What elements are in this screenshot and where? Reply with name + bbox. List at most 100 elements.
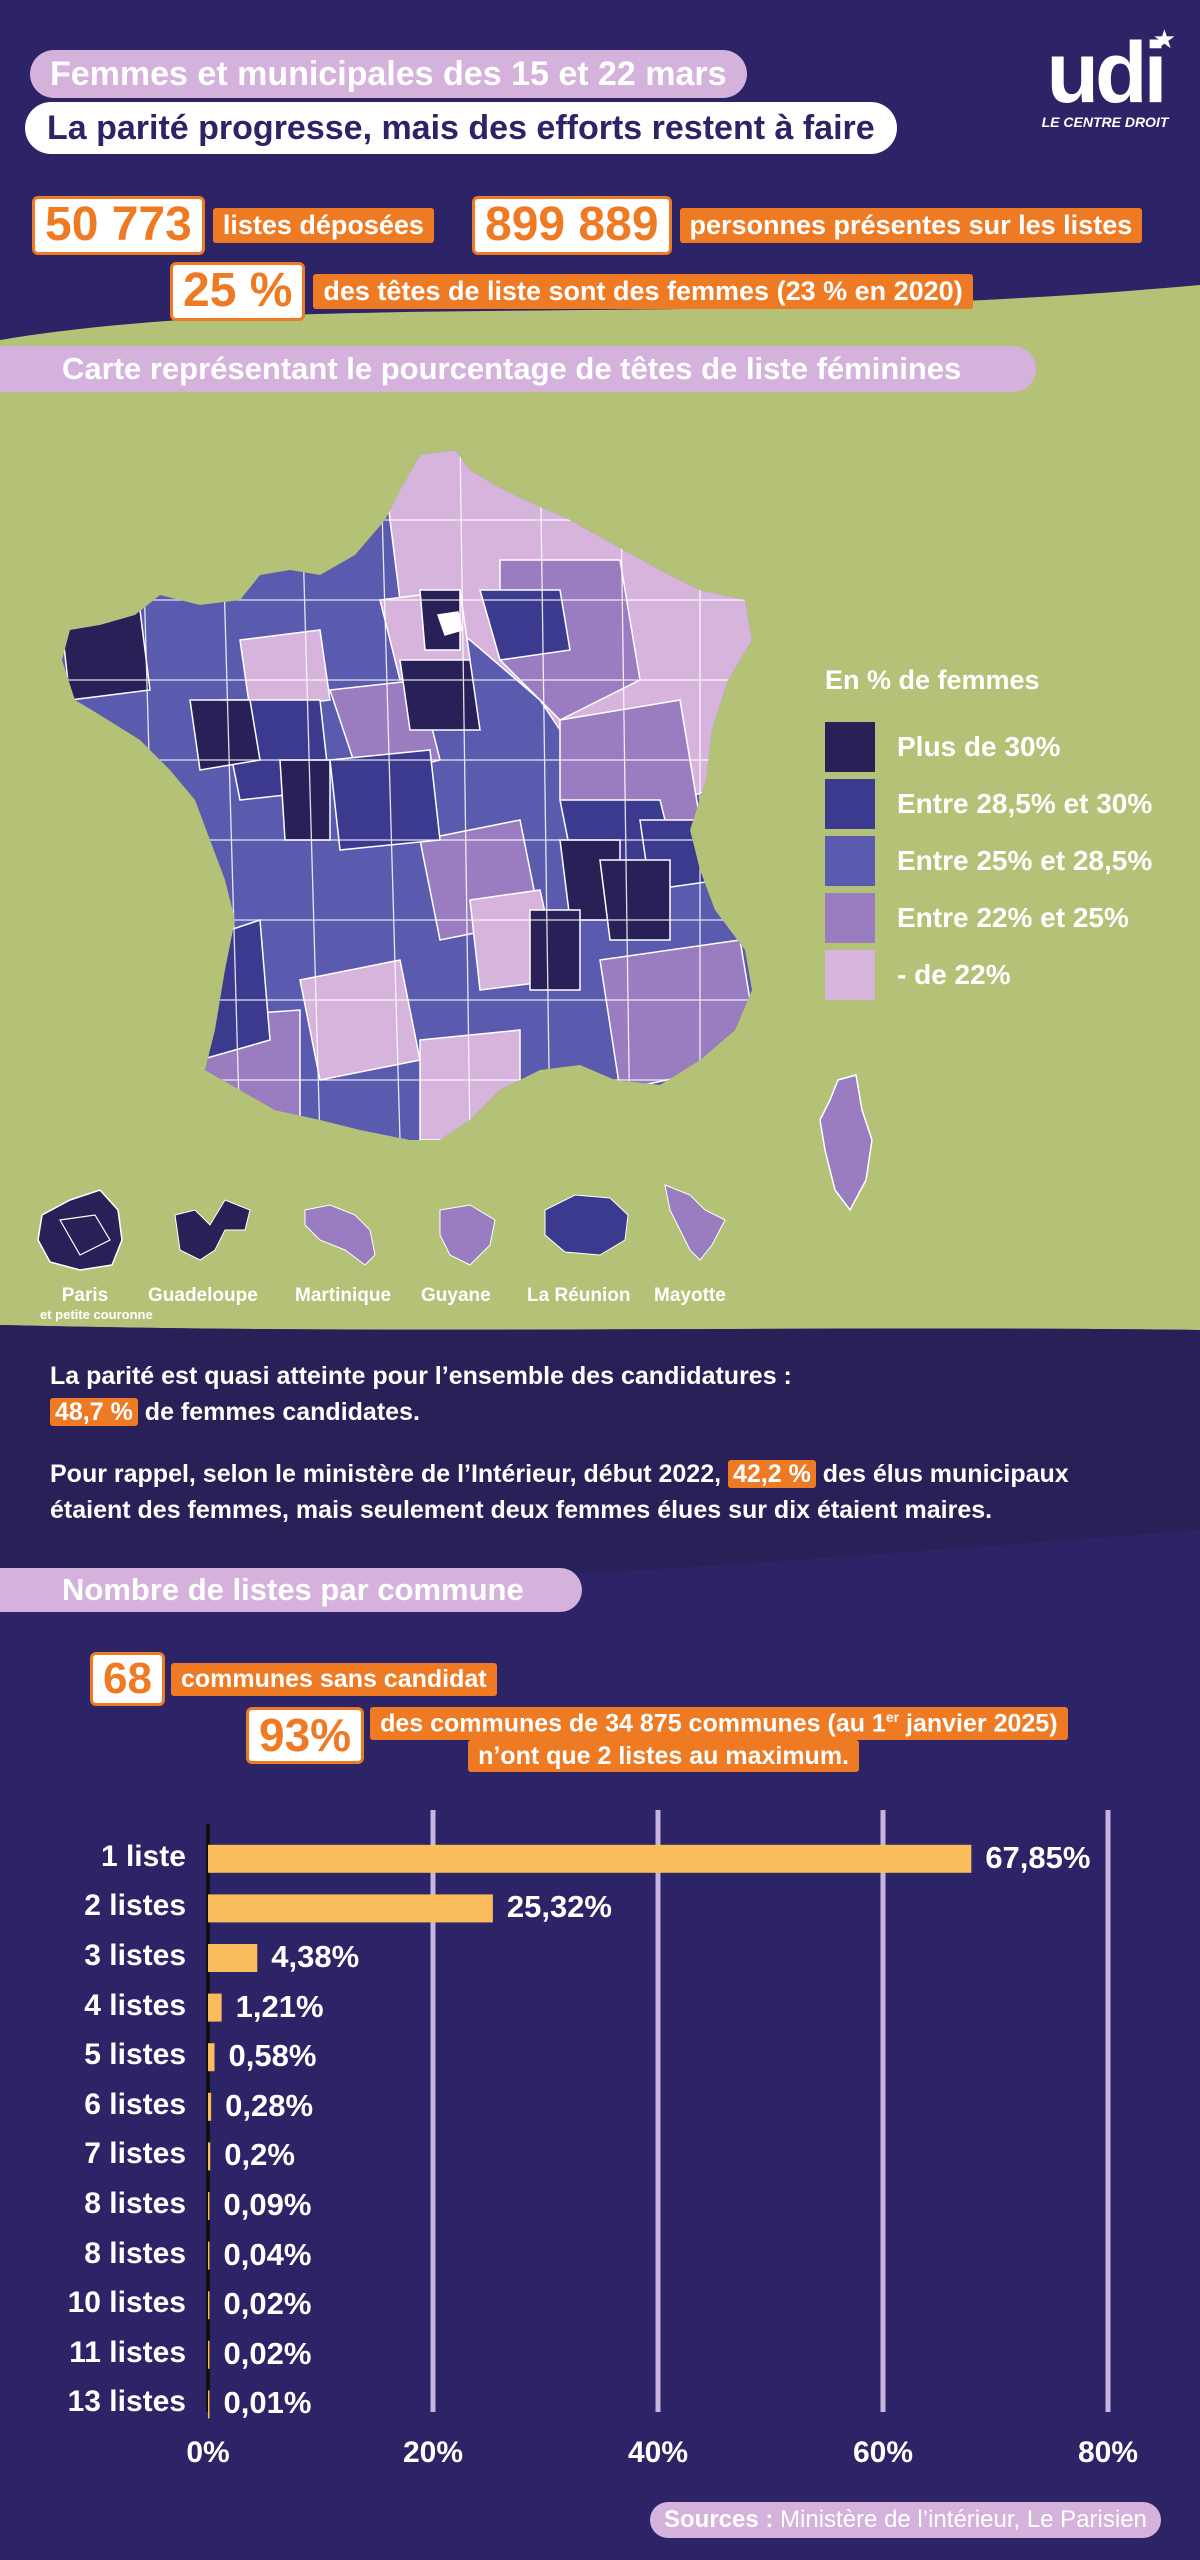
- max2-label-line1: des communes de 34 875 communes (au 1er …: [370, 1707, 1068, 1741]
- legend-title: En % de femmes: [825, 665, 1040, 695]
- info-block: La parité est quasi atteinte pour l’ense…: [50, 1358, 1069, 1528]
- territory-paris-sublabel: et petite couronne: [40, 1307, 153, 1322]
- category-label: 10 listes: [67, 2286, 186, 2320]
- france-map: [62, 450, 873, 1212]
- territory-guadeloupe: Guadeloupe: [148, 1285, 258, 1306]
- bar: [208, 1993, 222, 2022]
- bar: [208, 2390, 210, 2419]
- info-line-3-pre: Pour rappel, selon le ministère de l’Int…: [50, 1460, 722, 1488]
- heads-number: 25 %: [170, 262, 306, 321]
- category-label: 8 listes: [84, 2236, 186, 2270]
- max2-label-pre: des communes de 34 875 communes (au 1: [380, 1709, 886, 1738]
- people-label: personnes présentes sur les listes: [679, 207, 1143, 243]
- category-label: 7 listes: [84, 2137, 186, 2171]
- value-label: 67,85%: [985, 1839, 1091, 1875]
- x-tick-label: 0%: [186, 2436, 230, 2469]
- legend-label: Plus de 30%: [897, 730, 1061, 762]
- max2-number: 93%: [246, 1707, 365, 1764]
- no-candidate-number: 68: [90, 1652, 165, 1707]
- x-tick-label: 40%: [627, 2436, 689, 2469]
- map-section-title: Carte représentant le pourcentage de têt…: [0, 346, 1036, 392]
- sources-text: Ministère de l’intérieur, Le Parisien: [773, 2506, 1147, 2533]
- value-label: 25,32%: [506, 1889, 612, 1925]
- bar: [208, 2192, 210, 2220]
- info-line-2: 48,7 % de femmes candidates.: [50, 1394, 1069, 1430]
- category-label: 4 listes: [84, 1988, 186, 2022]
- elected-pct: 42,2 %: [728, 1460, 816, 1488]
- value-label: 1,21%: [235, 1988, 324, 2024]
- heads-label: des têtes de liste sont des femmes (23 %…: [313, 273, 973, 309]
- value-label: 0,01%: [223, 2385, 312, 2421]
- info-line-3-post: des élus municipaux: [822, 1460, 1069, 1488]
- bar: [208, 1944, 258, 1972]
- legend-label: Entre 25% et 28,5%: [897, 844, 1153, 876]
- value-label: 0,28%: [225, 2087, 314, 2123]
- territory-paris: Paris et petite couronne: [40, 1285, 153, 1322]
- legend-swatch: [825, 721, 875, 772]
- x-tick-label: 20%: [402, 2436, 464, 2469]
- lists-number: 50 773: [32, 196, 205, 255]
- logo-word: udi: [1046, 25, 1168, 121]
- people-number: 899 889: [472, 196, 672, 255]
- candidates-label: de femmes candidates.: [144, 1398, 420, 1426]
- legend-swatch: [825, 835, 875, 886]
- legend-label: Entre 28,5% et 30%: [897, 787, 1153, 819]
- territory-paris-label: Paris: [61, 1285, 109, 1306]
- x-tick-label: 60%: [852, 2436, 914, 2469]
- legend-item: Entre 22% et 25%: [825, 889, 1152, 946]
- value-label: 0,58%: [228, 2038, 317, 2074]
- category-label: 2 listes: [84, 1889, 186, 1923]
- legend-swatch: [825, 778, 875, 829]
- category-label: 13 listes: [67, 2385, 186, 2419]
- category-label: 1 liste: [100, 1839, 186, 1873]
- legend-item: Entre 28,5% et 30%: [825, 775, 1152, 832]
- territory-mayotte: Mayotte: [654, 1285, 726, 1306]
- no-candidate-label: communes sans candidat: [170, 1662, 497, 1696]
- stat-no-candidate: 68 communes sans candidat: [90, 1652, 497, 1707]
- legend-swatch: [825, 949, 875, 1000]
- value-label: 0,04%: [223, 2236, 312, 2272]
- value-label: 0,2%: [224, 2137, 295, 2173]
- max2-label-sup: er: [885, 1709, 900, 1725]
- lists-section-title: Nombre de listes par commune: [0, 1568, 582, 1612]
- bar: [208, 2142, 211, 2171]
- sources-label: Sources :: [664, 2506, 774, 2533]
- lists-label: listes déposées: [212, 207, 434, 243]
- max2-label-post: janvier 2025): [899, 1709, 1058, 1738]
- value-label: 0,02%: [223, 2286, 312, 2322]
- territory-guyane: Guyane: [421, 1285, 491, 1306]
- bar: [208, 1894, 493, 1923]
- bar: [208, 2291, 210, 2320]
- x-tick-label: 80%: [1077, 2436, 1139, 2469]
- stat-people: 899 889 personnes présentes sur les list…: [472, 196, 1143, 255]
- category-label: 11 listes: [69, 2335, 186, 2369]
- max2-label: des communes de 34 875 communes (au 1er …: [370, 1707, 1068, 1773]
- info-line-1: La parité est quasi atteinte pour l’ense…: [50, 1362, 792, 1390]
- header-title: Femmes et municipales des 15 et 22 mars: [30, 50, 747, 98]
- candidates-pct: 48,7 %: [50, 1398, 138, 1426]
- territories: [37, 1184, 726, 1271]
- category-label: 8 listes: [84, 2187, 186, 2220]
- category-label: 5 listes: [84, 2038, 186, 2072]
- bar: [208, 2043, 215, 2072]
- info-line-4: étaient des femmes, mais seulement deux …: [50, 1496, 993, 1524]
- bar: [208, 1844, 972, 1873]
- udi-logo: ★ udi LE CENTRE DROIT: [1030, 24, 1180, 148]
- value-label: 0,09%: [223, 2187, 312, 2222]
- legend-label: - de 22%: [897, 958, 1011, 990]
- bar: [208, 2092, 212, 2121]
- legend-item: - de 22%: [825, 946, 1152, 1003]
- map-legend: En % de femmes Plus de 30% Entre 28,5% e…: [825, 665, 1152, 1003]
- value-label: 0,02%: [223, 2335, 312, 2371]
- sources: Sources : Ministère de l’intérieur, Le P…: [650, 2502, 1161, 2538]
- lists-chart-svg: [206, 1810, 1111, 2419]
- stat-heads: 25 % des têtes de liste sont des femmes …: [170, 262, 973, 321]
- category-label: 3 listes: [84, 1939, 186, 1972]
- stat-lists: 50 773 listes déposées: [32, 196, 434, 255]
- category-label: 6 listes: [84, 2087, 186, 2121]
- territory-reunion: La Réunion: [527, 1285, 631, 1306]
- stat-max-two: 93% des communes de 34 875 communes (au …: [246, 1707, 1068, 1773]
- logo-tagline: LE CENTRE DROIT: [1041, 114, 1169, 130]
- bar: [208, 2340, 210, 2369]
